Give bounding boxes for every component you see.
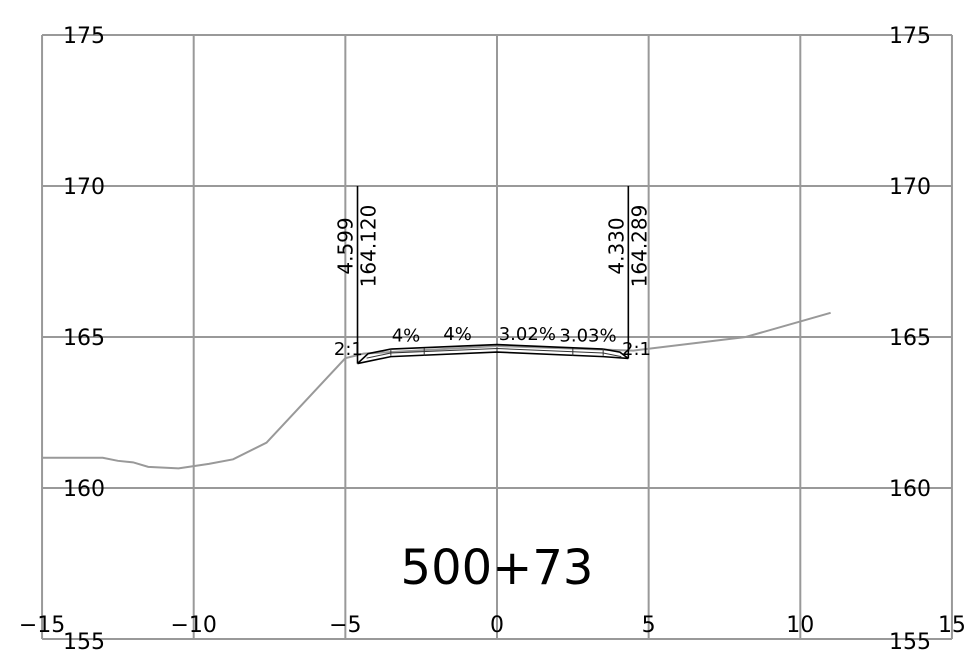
y-tick-label-right: 160 — [889, 477, 931, 502]
y-tick-label-right: 165 — [889, 326, 931, 351]
x-tick-label: 15 — [938, 613, 966, 638]
y-tick-label-right: 170 — [889, 175, 931, 200]
slope-label: 2:1 — [334, 339, 363, 360]
y-tick-label-left: 170 — [63, 175, 105, 200]
y-tick-label-right: 175 — [889, 24, 931, 49]
right-elevation-value: 164.289 — [627, 205, 651, 288]
slope-label: 4% — [392, 326, 421, 347]
x-tick-label: 5 — [642, 613, 656, 638]
left-offset-value: 4.599 — [334, 217, 358, 274]
slope-label: 4% — [443, 324, 472, 345]
x-tick-label: −10 — [170, 613, 216, 638]
y-tick-label-left: 165 — [63, 326, 105, 351]
grid: −15 −10 −5 0 5 10 15 155 155 160 160 165 165 170 170 17… — [19, 24, 966, 654]
y-tick-label-right: 155 — [889, 630, 931, 654]
slope-label: 3.02% — [499, 324, 556, 345]
y-tick-label-left: 175 — [63, 24, 105, 49]
pavement-layer — [366, 347, 622, 359]
y-tick-label-left: 160 — [63, 477, 105, 502]
road-design-section — [356, 343, 629, 365]
x-tick-label: 0 — [490, 613, 504, 638]
station-label: 500+73 — [401, 540, 594, 596]
left-elevation-value: 164.120 — [357, 205, 381, 288]
x-tick-label: 10 — [786, 613, 814, 638]
slope-label: 2:1 — [622, 339, 651, 360]
x-tick-label: −15 — [19, 613, 65, 638]
pavement-top — [356, 343, 629, 365]
slope-label: 3.03% — [559, 326, 616, 347]
y-tick-label-left: 155 — [63, 630, 105, 654]
ground-line — [42, 311, 831, 470]
pavement-bottom — [357, 351, 629, 365]
existing-ground — [42, 311, 831, 470]
x-tick-label: −5 — [329, 613, 361, 638]
right-offset-value: 4.330 — [604, 217, 628, 274]
drawing-labels: 4.599 164.120 4.330 164.289 2:1 4% 4% 3.02% 3.03… — [334, 186, 651, 364]
